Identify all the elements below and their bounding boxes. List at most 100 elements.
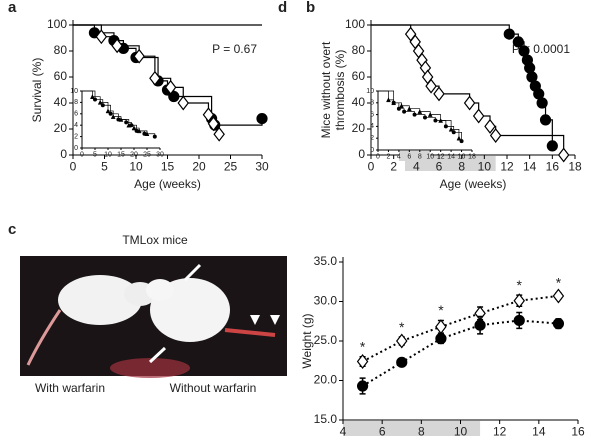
y-tick-label: 10	[366, 88, 374, 95]
photo	[20, 256, 287, 378]
marker	[459, 139, 464, 144]
x-tick-label: 0	[376, 154, 380, 161]
marker	[386, 97, 391, 103]
x-tick-label: 0	[70, 160, 77, 174]
y-tick-label: 6	[370, 111, 374, 118]
x-tick-label: 8	[458, 160, 465, 174]
line	[362, 319, 559, 387]
x-tick-label: 4	[413, 160, 420, 174]
x-axis-label: Age (weeks)	[440, 177, 507, 191]
significance-label: *	[517, 277, 523, 293]
y-tick-label: 30.0	[314, 294, 338, 308]
marker	[356, 354, 369, 370]
significance-label: *	[360, 339, 366, 355]
x-tick-label: 16	[546, 160, 560, 174]
x-axis-label: Age (weeks)	[134, 177, 201, 191]
x-tick-label: 2	[390, 160, 397, 174]
marker	[406, 106, 412, 111]
marker	[503, 28, 515, 40]
y-tick-label: 15.0	[314, 412, 338, 426]
y-tick-label: 2	[74, 133, 78, 140]
marker	[97, 99, 103, 105]
marker	[213, 126, 225, 142]
marker	[536, 97, 548, 109]
marker	[451, 130, 456, 135]
step-line	[378, 90, 395, 103]
y-tick-label: 0	[370, 147, 374, 154]
x-tick-label: 10	[478, 160, 492, 174]
x-tick-label: 4	[397, 154, 401, 161]
y-tick-label: 0	[358, 147, 365, 161]
shaded-range	[343, 421, 481, 436]
marker	[111, 38, 123, 54]
marker	[256, 112, 268, 125]
marker	[412, 112, 417, 117]
marker	[131, 125, 137, 131]
marker	[396, 356, 408, 368]
marker	[552, 318, 565, 330]
marker	[100, 103, 105, 108]
y-tick-label: 0	[60, 147, 67, 161]
x-tick-label: 14	[523, 160, 537, 174]
marker	[433, 86, 445, 102]
marker	[513, 314, 525, 327]
marker	[207, 116, 220, 132]
y-tick-label: 80	[54, 43, 68, 57]
marker	[463, 95, 476, 111]
x-tick-label: 12	[437, 154, 445, 161]
marker	[443, 124, 448, 129]
y-tick-label: 6	[74, 111, 78, 118]
marker	[512, 36, 524, 48]
y-tick-label: 10	[70, 88, 78, 95]
marker	[396, 106, 401, 111]
x-tick-label: 12	[500, 160, 514, 174]
line	[362, 294, 559, 363]
marker	[417, 109, 423, 114]
step-line	[82, 90, 96, 100]
y-tick-label: 40	[54, 95, 68, 109]
significance-label: *	[556, 275, 562, 291]
marker	[423, 115, 428, 120]
x-tick-label: 5	[93, 152, 97, 159]
x-tick-label: 8	[418, 154, 422, 161]
y-tick-label: 4	[74, 122, 78, 129]
marker	[133, 48, 145, 64]
marker	[95, 29, 108, 45]
annotation: P = 0.67	[212, 42, 257, 56]
x-tick-label: 30	[156, 152, 164, 159]
y-axis-label: Weight (g)	[300, 313, 314, 368]
photo-label: With warfarin	[35, 381, 105, 395]
x-tick-label: 10	[426, 154, 434, 161]
step-line	[82, 90, 93, 97]
x-tick-label: 15	[161, 160, 175, 174]
x-tick-label: 18	[568, 160, 582, 174]
marker	[546, 140, 558, 152]
marker	[489, 128, 502, 143]
marker	[518, 45, 530, 57]
x-tick-label: 6	[436, 160, 443, 174]
marker	[92, 97, 97, 102]
y-tick-label: 60	[352, 69, 366, 83]
marker	[356, 380, 369, 392]
y-tick-label: 80	[352, 43, 366, 57]
marker	[149, 70, 161, 86]
x-tick-label: 14	[447, 154, 455, 161]
marker	[391, 100, 396, 105]
y-tick-label: 8	[74, 99, 78, 106]
step-line	[173, 95, 213, 119]
marker	[110, 114, 116, 119]
y-tick-label: 35.0	[314, 254, 338, 268]
x-tick-label: 12	[493, 425, 507, 439]
x-tick-label: 10	[104, 152, 112, 159]
y-tick-label: 100	[345, 17, 365, 31]
marker	[108, 111, 113, 116]
x-tick-label: 20	[130, 152, 138, 159]
step-line	[214, 118, 263, 126]
marker	[448, 126, 454, 132]
x-tick-label: 18	[468, 154, 476, 161]
panel-letter: d	[278, 0, 287, 16]
marker	[124, 120, 129, 125]
marker	[533, 88, 545, 100]
y-tick-label: 100	[47, 17, 67, 31]
x-tick-label: 10	[454, 425, 468, 439]
